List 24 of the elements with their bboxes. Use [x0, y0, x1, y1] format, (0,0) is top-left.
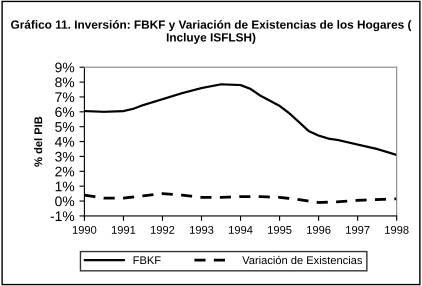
y-tick-label: 5% [55, 122, 74, 132]
x-tick-label: 1994 [229, 226, 253, 234]
y-tick-label: 0% [55, 196, 74, 206]
y-axis-title: % del PIB [34, 116, 42, 167]
y-tick-label: 3% [55, 152, 74, 162]
y-tick-label: 8% [55, 77, 74, 88]
x-tick-label: 1992 [150, 226, 174, 234]
x-tick-label: 1990 [72, 226, 96, 234]
y-tick-label: 7% [55, 92, 74, 102]
y-tick-label: 1% [56, 182, 74, 192]
legend-label: FBKF [134, 256, 161, 264]
x-tick-label: 1991 [112, 226, 136, 234]
y-tick-label: 9% [55, 62, 74, 72]
chart-title: Gráfico 11. Inversión: FBKF y Variación de Existencias de los Hogares ( Incluye ISFLSH) [11, 20, 412, 44]
y-tick-label: -1% [50, 211, 74, 222]
x-tick-label: 1993 [190, 226, 214, 234]
y-tick-label: 4% [54, 136, 74, 147]
x-tick-label: 1995 [268, 226, 292, 234]
y-tick-label: 2% [55, 166, 74, 176]
x-tick-label: 1996 [307, 226, 330, 234]
x-tick-label: 1997 [346, 226, 370, 234]
legend-label: Variación de Existencias [242, 256, 362, 264]
x-tick-label: 1998 [385, 226, 409, 234]
y-tick-label: 6% [55, 107, 74, 117]
